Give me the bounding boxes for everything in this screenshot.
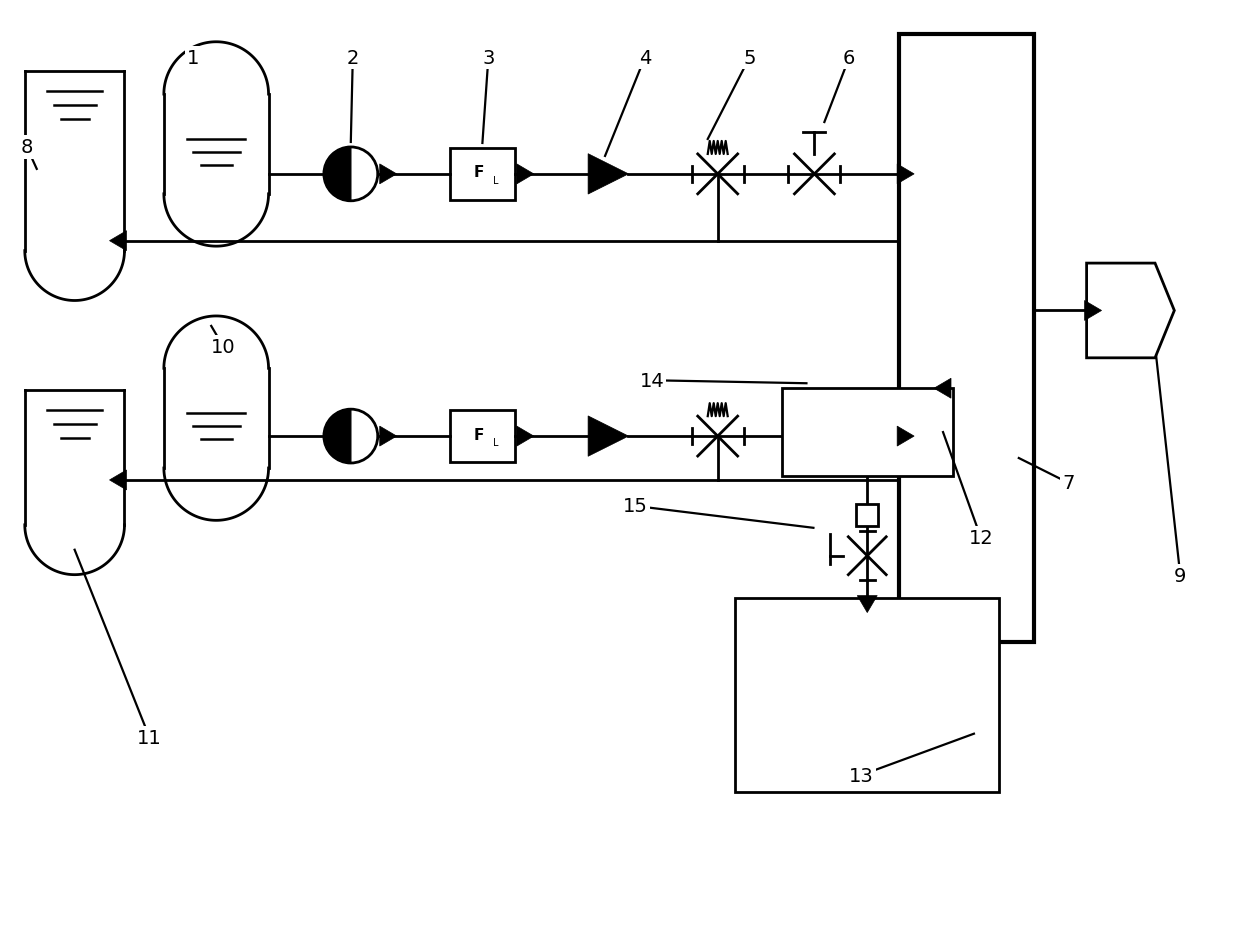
Polygon shape [588, 155, 629, 195]
Text: 7: 7 [1063, 474, 1075, 493]
Text: F: F [474, 165, 484, 180]
Polygon shape [1085, 302, 1101, 321]
Bar [450, 411, 515, 462]
Bar [450, 148, 515, 200]
Text: F: F [474, 427, 484, 442]
Polygon shape [934, 379, 951, 399]
Polygon shape [898, 427, 914, 446]
Text: 1: 1 [187, 48, 200, 68]
Bar [899, 35, 1034, 643]
Text: 10: 10 [211, 338, 236, 356]
Polygon shape [898, 165, 914, 185]
Bar [857, 505, 878, 526]
Polygon shape [1086, 264, 1174, 358]
Bar [734, 598, 999, 793]
Text: 14: 14 [640, 371, 665, 391]
Polygon shape [517, 427, 533, 446]
Polygon shape [379, 427, 397, 446]
Text: 15: 15 [622, 496, 647, 516]
Polygon shape [109, 231, 126, 251]
Polygon shape [324, 148, 351, 201]
Polygon shape [324, 410, 351, 463]
Text: 3: 3 [482, 48, 495, 68]
Text: 8: 8 [21, 138, 33, 157]
Text: L: L [492, 175, 498, 186]
Text: 6: 6 [843, 48, 856, 68]
Text: 2: 2 [347, 48, 360, 68]
Text: 4: 4 [639, 48, 651, 68]
Polygon shape [517, 165, 533, 185]
Text: 9: 9 [1174, 567, 1187, 586]
Polygon shape [109, 470, 126, 490]
Polygon shape [857, 596, 877, 612]
Text: 13: 13 [849, 766, 874, 785]
Text: 12: 12 [968, 529, 993, 548]
Polygon shape [588, 417, 629, 457]
Text: 5: 5 [743, 48, 756, 68]
Polygon shape [379, 165, 397, 185]
Text: L: L [492, 438, 498, 447]
Bar [781, 389, 954, 476]
Text: 11: 11 [138, 728, 161, 747]
